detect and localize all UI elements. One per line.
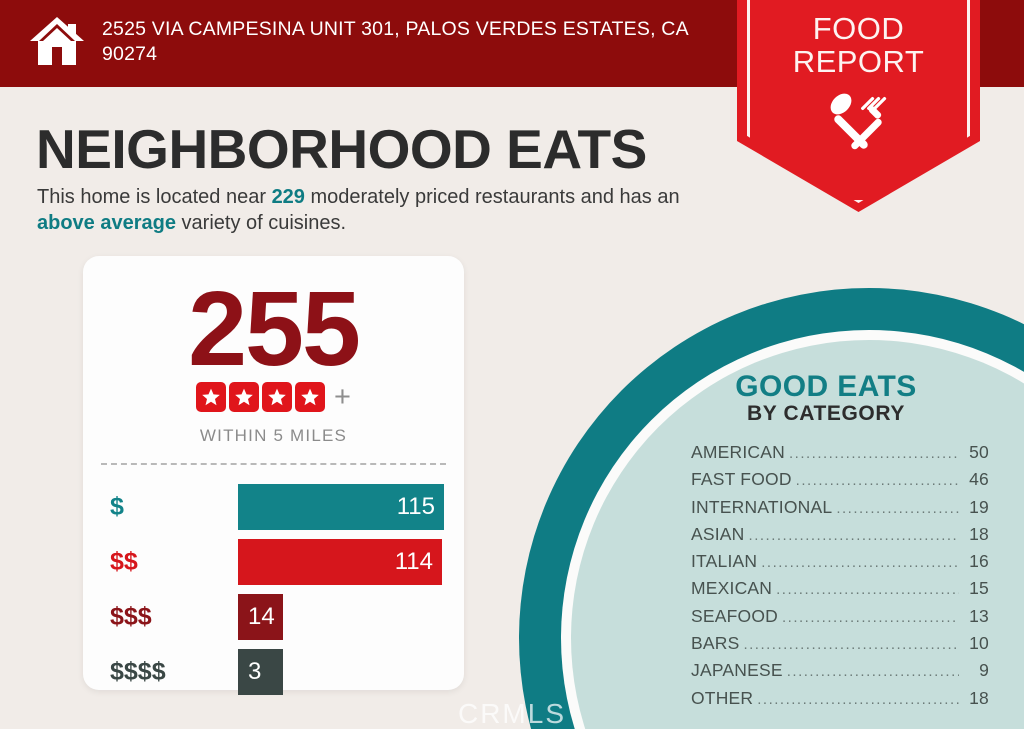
- price-level-row: $$ 114: [83, 539, 464, 585]
- price-level-value: 14: [248, 603, 275, 630]
- star-icon: [229, 382, 260, 412]
- leader-dots: ........................................…: [743, 636, 959, 654]
- leader-dots: ........................................…: [795, 472, 959, 490]
- cuisine-list-item: OTHER...................................…: [691, 688, 989, 715]
- food-report-badge: FOOD REPORT: [737, 0, 980, 212]
- cuisine-count: 15: [969, 578, 989, 599]
- cuisine-list-item: MEXICAN.................................…: [691, 578, 989, 605]
- price-level-bar: 3: [238, 649, 283, 695]
- good-eats-subtitle: BY CATEGORY: [747, 402, 905, 425]
- price-level-bar-track: 14: [238, 594, 444, 640]
- price-level-bar-track: 115: [238, 484, 444, 530]
- leader-dots: ........................................…: [748, 526, 959, 544]
- cuisine-name: MEXICAN: [691, 578, 773, 599]
- house-icon: [28, 13, 86, 69]
- description-part-2: moderately priced restaurants and has an: [304, 186, 680, 208]
- cuisine-list-item: SEAFOOD.................................…: [691, 606, 989, 633]
- cuisine-count: 16: [969, 551, 989, 572]
- leader-dots: ........................................…: [757, 690, 959, 708]
- page-description: This home is located near 229 moderately…: [37, 184, 727, 236]
- price-level-bar-track: 3: [238, 649, 444, 695]
- cuisine-name: SEAFOOD: [691, 605, 778, 626]
- radius-label: WITHIN 5 MILES: [199, 426, 348, 445]
- cuisine-list-item: JAPANESE................................…: [691, 660, 989, 687]
- price-level-label: $$$$: [110, 657, 166, 686]
- price-level-bar: 115: [238, 484, 444, 530]
- leader-dots: ........................................…: [788, 445, 959, 462]
- cuisine-name: ITALIAN: [691, 551, 758, 572]
- cuisine-name: FAST FOOD: [691, 469, 792, 490]
- good-eats-title: GOOD EATS: [735, 370, 917, 403]
- badge-outline: [747, 0, 970, 203]
- cuisine-count: 9: [979, 660, 989, 681]
- star-icon: [196, 382, 227, 412]
- plus-icon: +: [334, 380, 351, 413]
- cuisine-list-item: ASIAN...................................…: [691, 524, 989, 551]
- star-icon: [295, 382, 326, 412]
- property-address: 2525 VIA CAMPESINA UNIT 301, PALOS VERDE…: [102, 18, 688, 65]
- leader-dots: ........................................…: [761, 554, 959, 572]
- price-level-row: $$$ 14: [83, 594, 464, 640]
- cuisine-list-item: BARS....................................…: [691, 633, 989, 660]
- star-rating: +: [83, 382, 464, 412]
- price-level-value: 115: [396, 493, 435, 520]
- cuisine-name: AMERICAN: [691, 442, 785, 462]
- leader-dots: ........................................…: [781, 608, 959, 626]
- cuisine-count: 18: [969, 687, 989, 708]
- price-level-row: $115: [83, 484, 464, 530]
- description-part-1: This home is located near: [37, 186, 272, 208]
- price-level-value: 114: [394, 548, 433, 575]
- price-level-bar-chart: $115 $$ 114 $$$ 14 $$$$ 3: [83, 484, 464, 704]
- cuisine-count: 46: [969, 469, 989, 490]
- cuisine-count: 18: [969, 523, 989, 544]
- total-restaurant-count: 255: [188, 270, 361, 388]
- cuisine-name: ASIAN: [691, 523, 745, 544]
- restaurant-count-highlight: 229: [271, 186, 305, 208]
- price-level-bar: 14: [238, 594, 283, 640]
- cuisine-count: 19: [969, 496, 989, 517]
- leader-dots: ........................................…: [776, 581, 959, 599]
- restaurant-summary-card: 255 + WITHIN 5 MILES $115 $$ 114 $$$ 14 $$$$ 3: [83, 256, 464, 695]
- badge-title-line1: FOOD: [812, 11, 905, 46]
- cuisine-name: INTERNATIONAL: [691, 496, 833, 517]
- description-part-3: variety of cuisines.: [175, 212, 347, 234]
- price-level-bar: 114: [238, 539, 442, 585]
- leader-dots: ........................................…: [786, 663, 959, 681]
- badge-title-line2: REPORT: [792, 44, 925, 79]
- header-content: 2525 VIA CAMPESINA UNIT 301, PALOS VERDE…: [28, 13, 727, 69]
- cuisine-count: 13: [969, 605, 989, 626]
- cuisine-list-item: INTERNATIONAL...........................…: [691, 497, 989, 524]
- price-level-row: $$$$ 3: [83, 649, 464, 695]
- cuisine-count: 50: [969, 442, 989, 462]
- price-level-value: 3: [248, 658, 262, 685]
- spoon-fork-icon: [822, 85, 896, 159]
- variety-highlight: above average: [37, 212, 176, 234]
- star-icon: [262, 382, 293, 412]
- cuisine-list-item: ITALIAN.................................…: [691, 551, 989, 578]
- price-level-label: $$$: [110, 602, 152, 631]
- cuisine-name: JAPANESE: [691, 660, 783, 681]
- price-level-label: $: [110, 492, 124, 521]
- good-eats-ring: [519, 288, 1024, 729]
- card-divider: [101, 463, 446, 465]
- price-level-label: $$: [110, 547, 138, 576]
- leader-dots: ........................................…: [836, 499, 959, 517]
- cuisine-list-item: FAST FOOD...............................…: [691, 469, 989, 496]
- price-level-bar-track: 114: [238, 539, 444, 585]
- cuisine-name: BARS: [691, 633, 740, 654]
- cuisine-list-item: AMERICAN................................…: [691, 442, 989, 469]
- badge-title: FOOD REPORT: [737, 12, 980, 78]
- cuisine-count: 10: [969, 633, 989, 654]
- cuisine-name: OTHER: [691, 687, 754, 708]
- cuisine-category-list: AMERICAN................................…: [691, 442, 989, 715]
- page-title: NEIGHBORHOOD EATS: [36, 118, 647, 180]
